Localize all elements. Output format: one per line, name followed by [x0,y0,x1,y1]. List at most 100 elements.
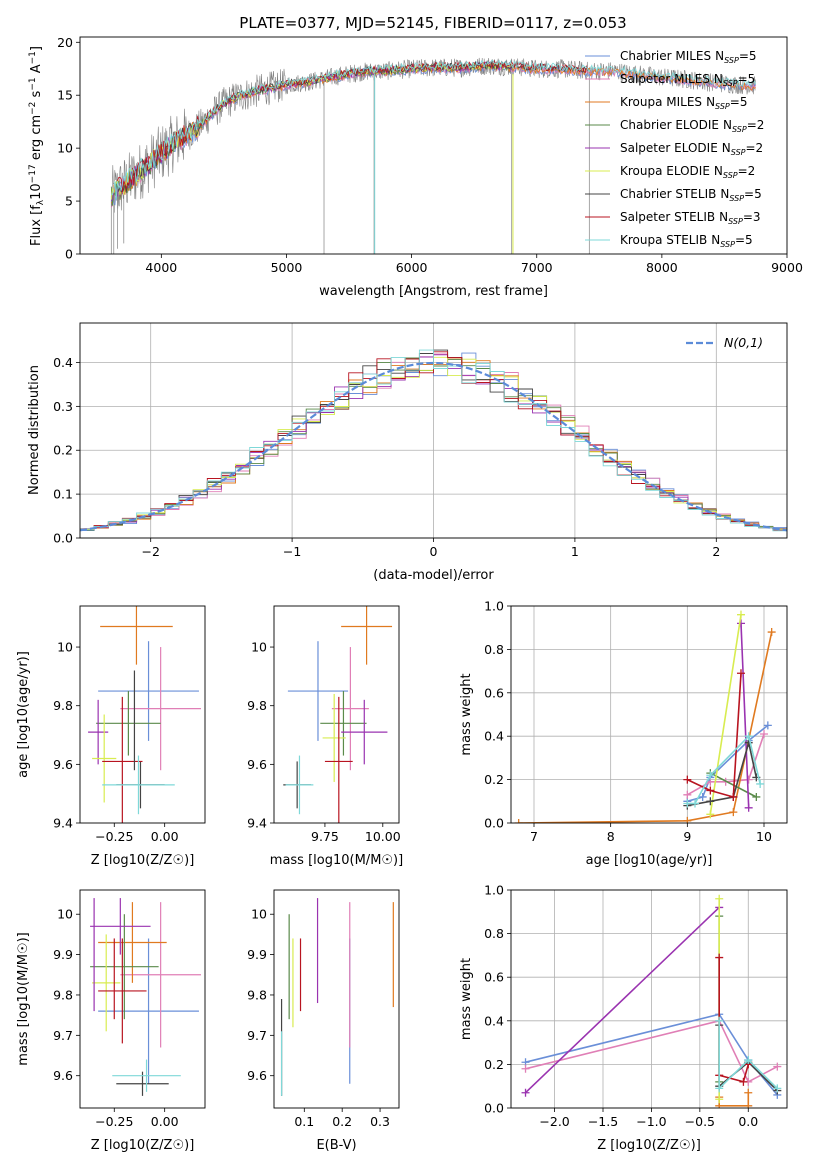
axes-frame [273,605,400,824]
y-axis-label-part: λ [36,199,46,205]
weight-marker [744,803,753,812]
weight-line [740,623,750,808]
legend-eq: = [743,210,753,224]
axes-frame [510,605,788,824]
y-tick-label: 9.6 [247,757,267,772]
legend-label: Salpeter MILES NSSP=5 [620,72,755,88]
y-tick-label: 0.8 [484,642,504,657]
y-axis-label-part: A [29,64,44,77]
axes-frame [273,889,400,1109]
y-axis-label: age [log10(age/yr)] [16,651,31,778]
chart-age_vs_mass: 9.75 10.00 9.4 9.6 9.8 10 mass [log10(M/M☉)] [247,605,403,868]
legend-sub: SSP [731,148,746,157]
weight-marker [683,799,692,808]
weight-marker [737,619,745,628]
axes-frame [79,36,788,255]
legend-prefix: N [715,49,724,63]
weight-marker [706,797,715,806]
legend-nssp: 5 [740,95,748,109]
y-tick-label: 15 [57,88,73,103]
legend-name: Kroupa MILES [620,95,702,109]
weight-marker [744,1101,753,1108]
x-tick-label: 0.2 [332,1114,352,1129]
y-tick-label: 0.2 [484,772,504,787]
errorbar-point [341,606,393,665]
y-axis-label-part: −2 [28,102,38,115]
legend-label: Chabrier ELODIE NSSP=2 [620,118,764,134]
y-axis-label: Flux [fλ10−17 erg cm−2 s−1 A−1] [28,46,46,246]
plot-area [283,606,393,823]
weight-marker [715,1084,724,1093]
y-tick-label: 10 [57,141,73,156]
x-tick-label: −0.25 [95,829,133,844]
legend-eq: = [744,187,754,201]
errorbar-point [90,898,151,955]
errorbar-point [331,647,369,771]
y-axis-label: mass weight [459,673,474,755]
legend-nssp: 2 [748,164,756,178]
y-tick-label: 0.2 [484,1057,504,1072]
x-tick-label: 10 [756,829,772,844]
errorbar-point [90,914,159,1020]
chart-weight_vs_age: 7 8 9 10 0.0 0.2 0.4 0.6 0.8 1.0 age [log10(age/yr… [459,599,788,868]
y-tick-label: 9.7 [53,1028,73,1043]
x-tick-label: 2 [712,544,720,559]
axes-frame [79,605,206,824]
x-tick-label: 8000 [646,260,678,275]
legend-sub: SSP [723,171,738,180]
y-axis-label-part: −17 [28,164,38,183]
plot-area [80,349,787,532]
weight-marker [521,1064,530,1073]
plot-area [90,898,201,1096]
weight-marker [737,669,745,678]
legend-nssp: 3 [753,210,761,224]
x-axis-label: age [log10(age/yr)] [586,853,713,868]
chart-age_vs_Z: −0.25 0.00 9.4 9.6 9.8 10 Z [log10(Z/Z☉)] age [… [16,605,206,868]
legend-prefix: N [706,95,715,109]
weight-marker [756,779,765,788]
y-tick-label: 10 [251,907,267,922]
errorbar-point [92,714,117,803]
weight-marker [715,1016,724,1025]
errorbar-point [120,902,201,1048]
x-tick-label: 0.0 [738,1114,758,1129]
weight-marker [763,721,772,730]
legend-label: Salpeter STELIB NSSP=3 [620,210,761,226]
x-axis-label: Z [log10(Z/Z☉)] [91,1138,195,1153]
y-tick-label: 9.6 [53,1068,73,1083]
weight-marker [752,792,761,801]
x-tick-label: 7 [530,829,538,844]
x-tick-label: 4000 [145,260,177,275]
weight-marker [706,786,715,795]
weight-marker [683,775,692,784]
x-tick-label: 0.00 [151,1114,179,1129]
y-tick-label: 9.8 [247,698,267,713]
errorbar-point [102,696,143,823]
weight-marker [715,1095,724,1104]
weight-line [686,673,742,799]
y-tick-label: 0 [65,247,73,262]
legend-sub: SSP [720,240,735,249]
errorbar-point [341,699,388,765]
weight-line [709,614,742,815]
y-tick-label: 9.9 [247,947,267,962]
legend-prefix: N [714,164,723,178]
y-axis-label: mass weight [459,958,474,1040]
y-tick-label: 1.0 [484,599,504,614]
legend-name: Salpeter MILES [620,72,710,86]
x-tick-label: −2 [141,544,159,559]
legend-sub: SSP [728,217,743,226]
legend-sub: SSP [732,125,747,134]
chart-mass_vs_ebv: 0.1 0.2 0.3 9.6 9.7 9.8 9.9 10 E(B-V) [247,889,400,1153]
legend-sub: SSP [723,79,738,88]
errorbar-point [322,693,346,782]
model-spectrum [117,59,588,193]
y-tick-label: 9.8 [53,987,73,1002]
y-tick-label: 0.0 [484,816,504,831]
legend-label: Kroupa ELODIE NSSP=2 [620,164,755,180]
legend-eq: = [738,164,748,178]
weight-marker [683,790,692,799]
legend-prefix: N [723,118,732,132]
plot-area [88,606,201,823]
x-axis-label: mass [log10(M/M☉)] [270,853,403,868]
